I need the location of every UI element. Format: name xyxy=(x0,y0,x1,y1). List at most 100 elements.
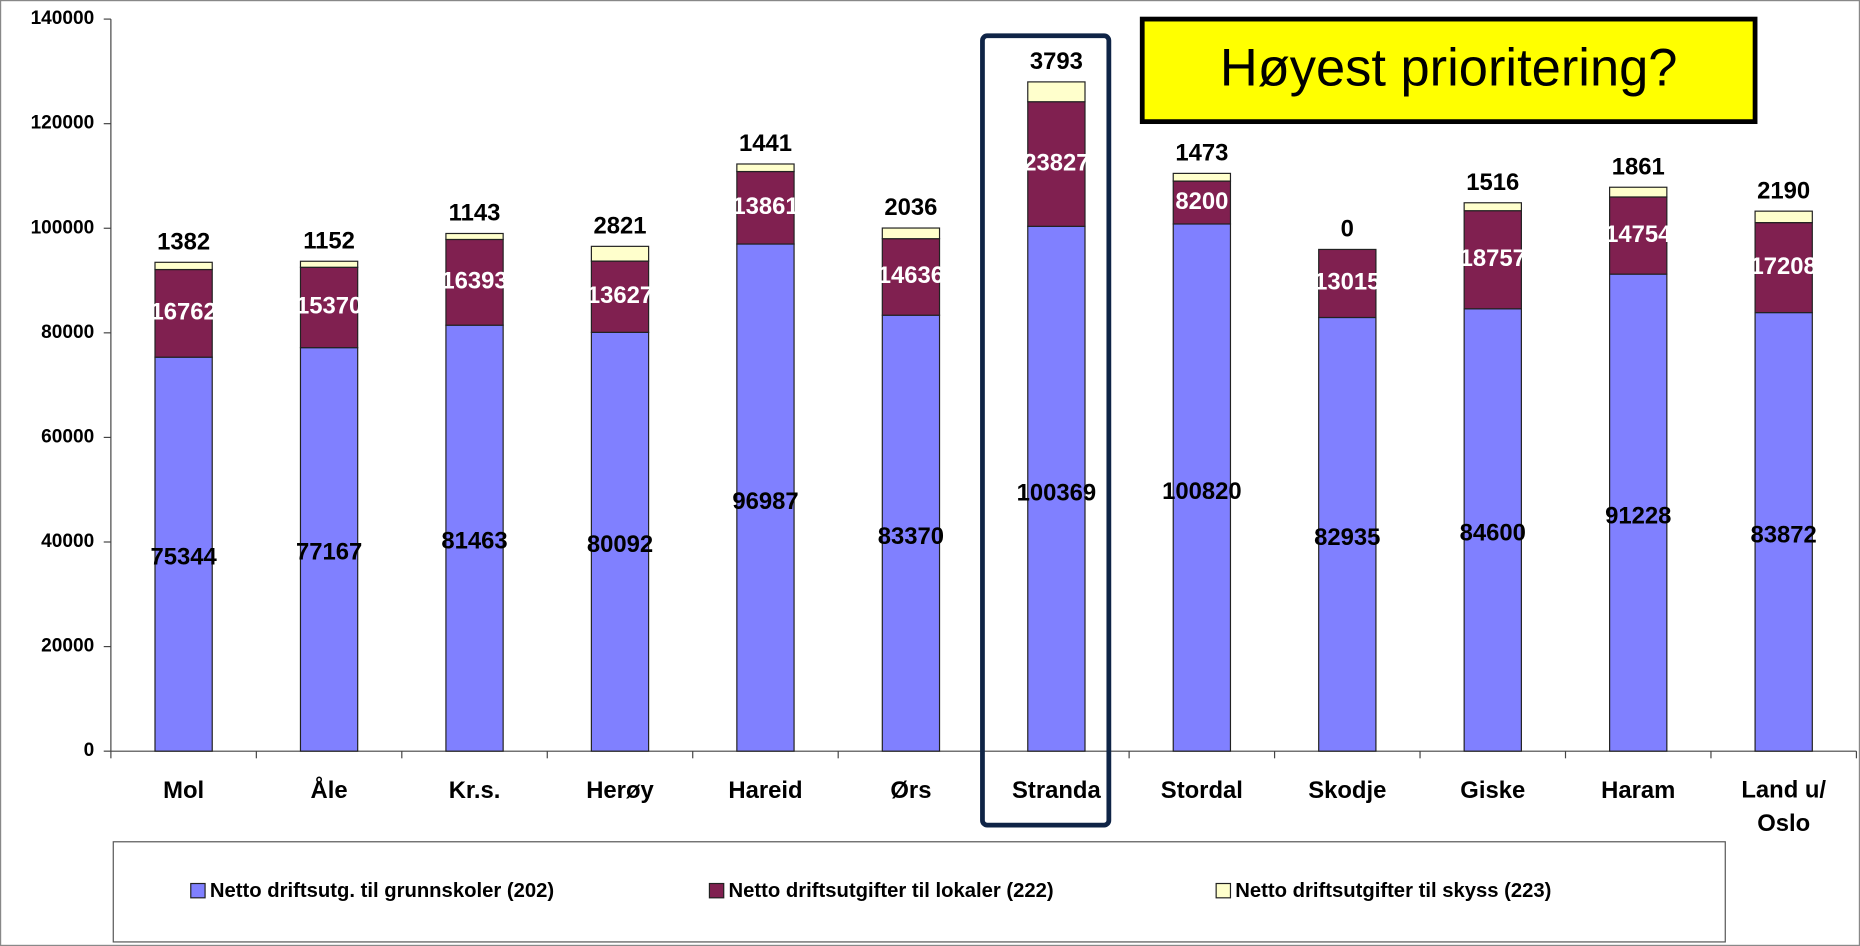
y-tick-label: 40000 xyxy=(41,531,94,552)
legend-label: Netto driftsutg. til grunnskoler (202) xyxy=(210,880,554,902)
value-label: 77167 xyxy=(296,539,362,566)
y-tick-label: 140000 xyxy=(31,8,95,29)
bar-segment xyxy=(1172,172,1232,182)
annotation: Høyest prioritering? xyxy=(1220,39,1678,97)
value-label: 3793 xyxy=(1030,48,1083,75)
y-tick-label: 60000 xyxy=(41,426,94,447)
highlight-box xyxy=(980,33,1112,828)
bar-segment xyxy=(1463,202,1522,212)
x-tick-label: Ørs xyxy=(890,777,931,804)
value-label: 96987 xyxy=(732,488,798,515)
legend-swatch xyxy=(1215,882,1232,899)
bar-segment xyxy=(590,245,650,262)
bar-segment xyxy=(154,356,213,752)
x-tick-label: Stranda xyxy=(1012,777,1101,804)
bar-segment xyxy=(445,232,504,241)
y-tick-label: 100000 xyxy=(31,217,95,238)
bar-segment xyxy=(1027,81,1086,103)
value-label: 18757 xyxy=(1460,245,1526,272)
bar-segment xyxy=(881,227,941,240)
value-label: 13861 xyxy=(732,193,798,220)
bar-segment xyxy=(299,347,359,752)
bar-segment xyxy=(1318,248,1377,319)
annotation-box xyxy=(1139,16,1758,125)
value-label: 2821 xyxy=(593,213,646,240)
value-label: 1382 xyxy=(157,229,210,256)
bar-segment xyxy=(736,163,795,173)
x-tick-label: Åle xyxy=(311,776,348,804)
value-label: 15370 xyxy=(296,293,362,320)
x-tick-label: Haram xyxy=(1601,777,1675,804)
value-label: 83872 xyxy=(1751,522,1817,549)
bar-segment xyxy=(154,261,213,271)
bar-segment xyxy=(736,170,795,245)
legend-label: Netto driftsutgifter til skyss (223) xyxy=(1235,880,1551,902)
value-label: 75344 xyxy=(150,543,217,570)
value-label: 13015 xyxy=(1314,269,1380,296)
value-label: 1473 xyxy=(1175,140,1228,167)
bar-segment xyxy=(1754,222,1813,314)
value-label: 1516 xyxy=(1466,169,1519,196)
value-label: 14636 xyxy=(878,262,944,289)
x-tick-label: Stordal xyxy=(1161,777,1243,804)
x-tick-label: Mol xyxy=(163,777,204,804)
bar-segment xyxy=(736,243,795,752)
value-label: 2036 xyxy=(884,194,937,221)
bar-segment xyxy=(445,238,504,326)
x-tick-label: Hareid xyxy=(728,777,802,804)
x-tick-label: Kr.s. xyxy=(449,777,501,804)
bar-segment xyxy=(881,314,941,752)
bar-segment xyxy=(1027,225,1086,752)
bar-segment xyxy=(445,324,504,752)
x-tick-label: Skodje xyxy=(1308,777,1386,804)
value-label: 17208 xyxy=(1751,253,1817,280)
legend-label: Netto driftsutgifter til lokaler (222) xyxy=(729,880,1054,902)
bar-segment xyxy=(1609,186,1668,198)
y-tick-label: 120000 xyxy=(31,113,95,134)
value-label: 16762 xyxy=(150,299,216,326)
value-label: 8200 xyxy=(1175,188,1228,215)
legend-swatch xyxy=(708,882,725,899)
bar-segment xyxy=(590,331,650,752)
bar-segment xyxy=(590,260,650,333)
value-label: 1143 xyxy=(449,200,501,227)
value-label: 84600 xyxy=(1460,520,1526,547)
y-tick-label: 0 xyxy=(84,740,95,761)
value-label: 81463 xyxy=(441,528,507,555)
bar-segment xyxy=(1609,273,1668,752)
value-label: 1441 xyxy=(739,130,792,157)
y-tick-label: 80000 xyxy=(41,322,94,343)
value-label: 13627 xyxy=(587,282,653,309)
bar-segment xyxy=(1172,180,1232,225)
legend-swatch xyxy=(190,882,206,899)
bar-segment xyxy=(1463,308,1522,752)
bar-segment xyxy=(1609,196,1668,275)
value-label: 16393 xyxy=(441,268,507,295)
value-label: 83370 xyxy=(878,523,944,550)
value-label: 91228 xyxy=(1605,503,1671,530)
value-label: 100820 xyxy=(1162,478,1242,505)
value-label: 100369 xyxy=(1017,479,1097,506)
bar-segment xyxy=(299,266,359,349)
bar-segment xyxy=(1754,210,1813,224)
bar-segment xyxy=(1027,101,1086,227)
value-label: 2190 xyxy=(1757,177,1810,204)
bar-segment xyxy=(299,260,359,268)
value-label: 82935 xyxy=(1314,524,1380,551)
value-label: 80092 xyxy=(587,531,653,558)
value-label: 1861 xyxy=(1612,153,1665,180)
bar-segment xyxy=(1172,223,1232,752)
value-label: 14754 xyxy=(1605,221,1672,248)
value-label: 1152 xyxy=(303,227,355,254)
legend-box xyxy=(112,841,1726,943)
bar-segment xyxy=(881,238,941,316)
x-tick-label: Herøy xyxy=(586,777,654,804)
value-label: 0 xyxy=(1341,216,1354,243)
x-tick-label: Land u/Oslo xyxy=(1741,777,1826,837)
x-tick-label: Giske xyxy=(1460,777,1525,804)
value-label: 23827 xyxy=(1023,149,1089,176)
y-tick-label: 20000 xyxy=(41,636,94,657)
bar-segment xyxy=(1463,210,1522,310)
